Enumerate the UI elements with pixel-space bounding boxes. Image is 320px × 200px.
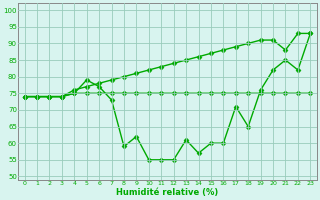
X-axis label: Humidité relative (%): Humidité relative (%): [116, 188, 219, 197]
